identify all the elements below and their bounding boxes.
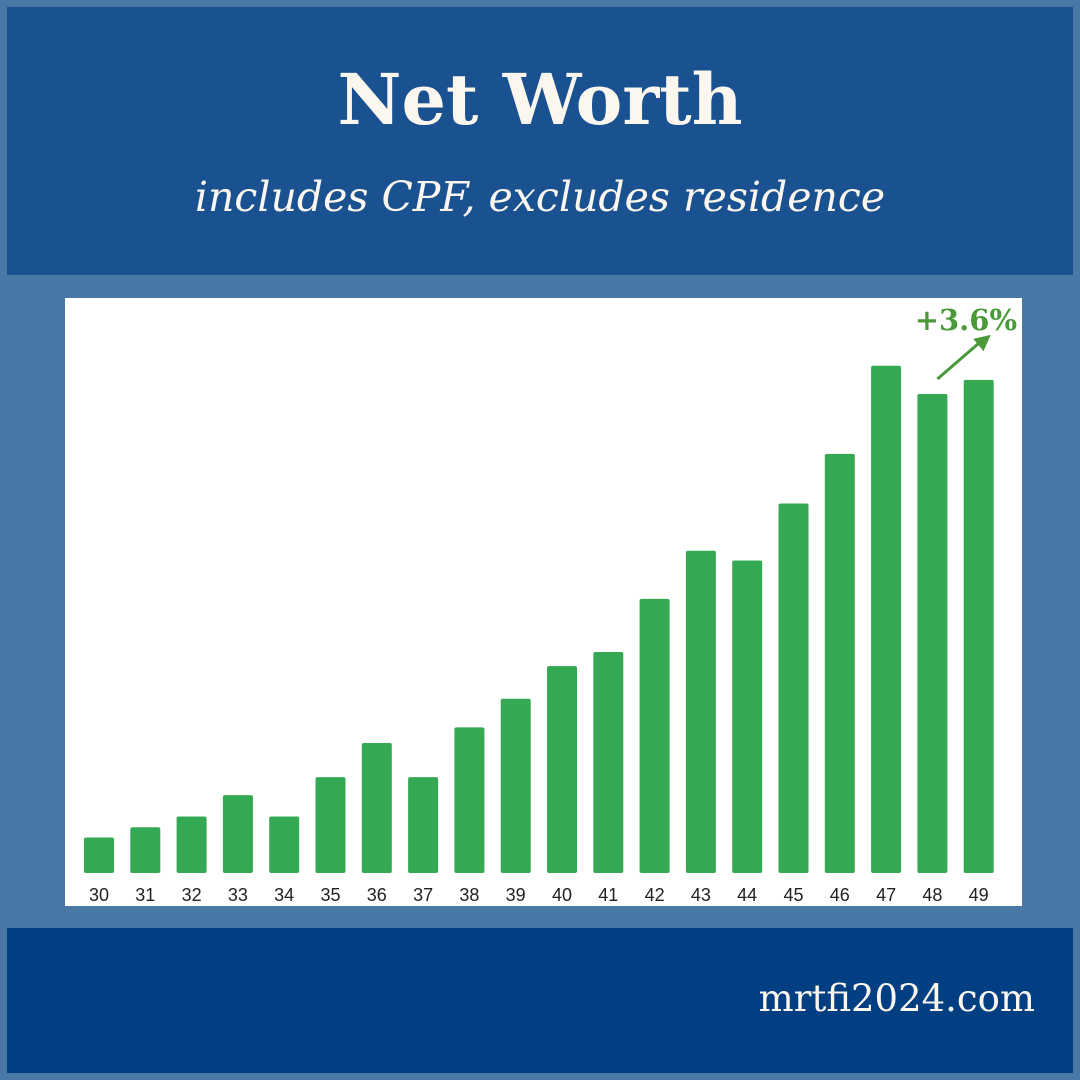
bar-age-46: [824, 453, 855, 873]
bar-age-42: [639, 598, 670, 873]
annotation-arrow-head: [973, 334, 991, 352]
page-title: Net Worth: [337, 58, 743, 141]
bar-age-34: [269, 816, 300, 873]
bar-age-36: [361, 743, 392, 873]
x-tick-label: 31: [135, 885, 155, 905]
bar-age-45: [778, 503, 809, 873]
net-worth-bar-chart: 30 31 32 33 34 35 36 37 38 39 40 41 42 43 44 45 46 47 48 49…: [84, 303, 1017, 905]
bar-age-31: [130, 827, 161, 873]
bar-age-39: [500, 698, 531, 873]
bar-age-37: [408, 777, 439, 873]
x-tick-label: 47: [876, 885, 896, 905]
x-tick-label: 43: [691, 885, 711, 905]
x-tick-label: 45: [783, 885, 803, 905]
x-tick-label: 46: [830, 885, 850, 905]
x-tick-label: 36: [367, 885, 387, 905]
site-url: mrtfi2024.com: [758, 977, 1035, 1020]
annotation-arrow-line: [936, 338, 984, 381]
x-tick-label: 41: [598, 885, 618, 905]
bar-age-38: [454, 727, 485, 873]
x-tick-label: 33: [228, 885, 248, 905]
x-tick-label: 38: [459, 885, 479, 905]
bar-age-49: [963, 379, 994, 873]
annotation-group: +3.6%: [915, 303, 1017, 381]
x-tick-label: 34: [274, 885, 294, 905]
bar-age-48: [917, 394, 948, 873]
bar-age-41: [593, 652, 624, 873]
bar-age-47: [871, 365, 902, 873]
x-tick-label: 32: [182, 885, 202, 905]
x-tick-label: 42: [645, 885, 665, 905]
x-tick-label: 30: [89, 885, 109, 905]
footer-banner: mrtfi2024.com: [7, 928, 1073, 1073]
x-tick-label: 49: [969, 885, 989, 905]
header-banner: Net Worth includes CPF, excludes residen…: [7, 7, 1073, 275]
x-tick-label: 39: [506, 885, 526, 905]
bar-age-40: [547, 666, 577, 873]
bar-age-33: [222, 795, 253, 873]
x-tick-label: 48: [922, 885, 942, 905]
page-subtitle: includes CPF, excludes residence: [194, 173, 886, 221]
x-tick-label: 44: [737, 885, 757, 905]
x-tick-label: 35: [320, 885, 340, 905]
bar-age-35: [315, 777, 346, 873]
bar-age-44: [732, 560, 763, 873]
x-tick-label: 40: [552, 885, 572, 905]
bar-age-30: [84, 837, 114, 873]
bar-age-43: [685, 550, 716, 873]
chart-panel: 30 31 32 33 34 35 36 37 38 39 40 41 42 43 44 45 46 47 48 49…: [65, 298, 1022, 906]
bar-group: [84, 365, 994, 873]
x-tick-labels: 30 31 32 33 34 35 36 37 38 39 40 41 42 43 44 45 46 47 48 49: [89, 885, 989, 905]
bar-age-32: [176, 816, 207, 873]
x-tick-label: 37: [413, 885, 433, 905]
annotation-label: +3.6%: [915, 303, 1017, 337]
